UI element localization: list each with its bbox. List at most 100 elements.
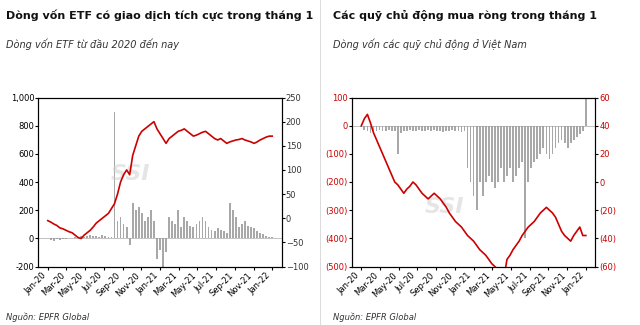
- Bar: [415, 126, 417, 131]
- Bar: [53, 238, 54, 241]
- Bar: [104, 236, 106, 238]
- Bar: [108, 237, 109, 238]
- Legend: Dòng vốn theo tuần (RHS), Dòng vốn lũy kế: Dòng vốn theo tuần (RHS), Dòng vốn lũy k…: [356, 323, 575, 325]
- Text: Nguồn: EPFR Global: Nguồn: EPFR Global: [6, 312, 90, 321]
- Bar: [250, 227, 252, 238]
- Bar: [207, 227, 209, 238]
- Bar: [451, 126, 453, 130]
- Legend: Dòng vốn theo tuần (RHS), Dòng vốn lũy kế: Dòng vốn theo tuần (RHS), Dòng vốn lũy k…: [42, 323, 261, 325]
- Text: SSI: SSI: [425, 197, 464, 217]
- Bar: [138, 207, 140, 238]
- Bar: [364, 126, 365, 130]
- Bar: [77, 237, 79, 238]
- Bar: [123, 224, 125, 238]
- Bar: [168, 217, 170, 238]
- Bar: [253, 228, 255, 238]
- Bar: [141, 213, 143, 238]
- Bar: [479, 126, 481, 182]
- Bar: [256, 231, 258, 238]
- Bar: [165, 238, 167, 253]
- Bar: [147, 217, 148, 238]
- Bar: [427, 126, 429, 130]
- Bar: [567, 126, 568, 148]
- Bar: [536, 126, 538, 160]
- Bar: [111, 237, 113, 238]
- Bar: [381, 126, 383, 131]
- Bar: [186, 221, 188, 238]
- Bar: [144, 221, 146, 238]
- Bar: [545, 126, 547, 154]
- Bar: [406, 126, 408, 131]
- Bar: [65, 238, 67, 239]
- Bar: [259, 233, 261, 238]
- Bar: [150, 210, 152, 238]
- Bar: [557, 126, 559, 143]
- Bar: [424, 126, 426, 131]
- Bar: [229, 203, 230, 238]
- Bar: [421, 126, 423, 131]
- Bar: [463, 126, 465, 131]
- Bar: [135, 210, 136, 238]
- Bar: [449, 126, 450, 131]
- Bar: [473, 126, 474, 196]
- Bar: [379, 126, 380, 130]
- Bar: [503, 126, 505, 182]
- Bar: [129, 238, 131, 245]
- Bar: [95, 236, 97, 238]
- Bar: [80, 236, 82, 238]
- Bar: [177, 210, 179, 238]
- Text: Dòng vốn ETF từ đầu 2020 đến nay: Dòng vốn ETF từ đầu 2020 đến nay: [6, 39, 179, 50]
- Bar: [214, 231, 216, 238]
- Bar: [159, 238, 161, 250]
- Bar: [515, 126, 517, 176]
- Bar: [120, 217, 122, 238]
- Bar: [56, 238, 58, 240]
- Bar: [494, 126, 496, 188]
- Bar: [92, 236, 94, 238]
- Bar: [205, 221, 207, 238]
- Bar: [211, 230, 212, 238]
- Bar: [403, 126, 404, 131]
- Bar: [247, 226, 249, 238]
- Bar: [533, 126, 535, 162]
- Text: Dòng vốn các quỹ chủ động ở Việt Nam: Dòng vốn các quỹ chủ động ở Việt Nam: [333, 39, 527, 50]
- Bar: [500, 126, 502, 168]
- Bar: [412, 126, 414, 131]
- Bar: [506, 126, 508, 176]
- Bar: [482, 126, 484, 196]
- Bar: [86, 236, 88, 238]
- Bar: [241, 224, 243, 238]
- Bar: [548, 126, 550, 160]
- Bar: [372, 126, 374, 131]
- Bar: [573, 126, 575, 140]
- Bar: [156, 238, 158, 259]
- Bar: [195, 224, 197, 238]
- Bar: [454, 126, 456, 131]
- Bar: [172, 221, 173, 238]
- Text: SSI: SSI: [111, 163, 150, 184]
- Bar: [262, 234, 264, 238]
- Bar: [193, 227, 195, 238]
- Bar: [232, 210, 234, 238]
- Bar: [540, 126, 541, 154]
- Bar: [467, 126, 468, 168]
- Bar: [162, 238, 164, 266]
- Bar: [521, 126, 523, 162]
- Bar: [99, 237, 100, 238]
- Bar: [527, 126, 529, 182]
- Bar: [582, 126, 584, 131]
- Bar: [217, 228, 218, 238]
- Bar: [552, 126, 554, 154]
- Bar: [125, 227, 127, 238]
- Bar: [531, 126, 532, 168]
- Bar: [430, 126, 432, 131]
- Bar: [476, 126, 477, 210]
- Bar: [518, 126, 520, 168]
- Bar: [102, 235, 103, 238]
- Bar: [184, 217, 185, 238]
- Bar: [244, 221, 246, 238]
- Bar: [461, 126, 462, 132]
- Bar: [266, 236, 267, 238]
- Bar: [491, 126, 493, 182]
- Bar: [388, 126, 390, 130]
